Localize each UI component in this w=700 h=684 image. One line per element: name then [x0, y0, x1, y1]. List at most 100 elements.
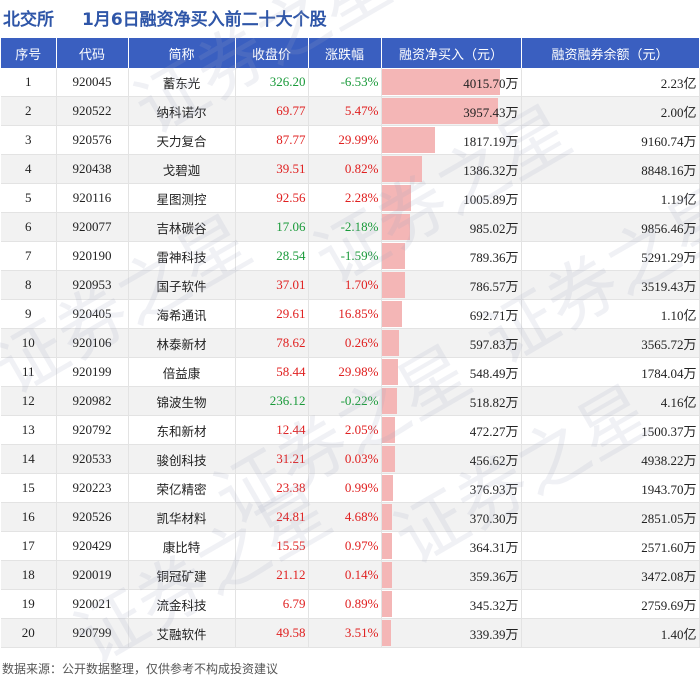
table-row[interactable]: 19 920021 流金科技 6.79 0.89% 345.32万 2759.69万 [1, 589, 700, 619]
code-cell: 920982 [56, 386, 129, 416]
name-cell: 锦波生物 [128, 386, 236, 416]
net-buy-label: 456.62万 [469, 452, 519, 468]
table-row[interactable]: 8 920953 国子软件 37.01 1.70% 786.57万 3519.43万 [1, 270, 700, 300]
change-cell: 2.05% [308, 415, 382, 445]
net-buy-bar [381, 185, 412, 211]
name-cell: 国子软件 [128, 270, 236, 300]
column-header-price[interactable]: 收盘价 [235, 38, 309, 68]
rank-cell: 10 [1, 328, 57, 358]
price-cell: 31.21 [235, 444, 309, 474]
net-buy-bar [381, 446, 395, 472]
net-buy-bar [381, 504, 393, 530]
name-cell: 海希通讯 [128, 299, 236, 329]
code-cell: 920522 [56, 96, 129, 126]
table-row[interactable]: 15 920223 荣亿精密 23.38 0.99% 376.93万 1943.70万 [1, 473, 700, 503]
name-cell: 骏创科技 [128, 444, 236, 474]
rank-cell: 12 [1, 386, 57, 416]
net-buy-bar [381, 301, 402, 327]
code-cell: 920429 [56, 531, 129, 561]
net-buy-label: 370.30万 [469, 510, 519, 526]
table-row[interactable]: 20 920799 艾融软件 49.58 3.51% 339.39万 1.40亿 [1, 618, 700, 648]
change-cell: 0.26% [308, 328, 382, 358]
rank-cell: 2 [1, 96, 57, 126]
table-row[interactable]: 2 920522 纳科诺尔 69.77 5.47% 3957.43万 2.00亿 [1, 96, 700, 126]
rank-cell: 14 [1, 444, 57, 474]
table-row[interactable]: 5 920116 星图测控 92.56 2.28% 1005.89万 1.19亿 [1, 183, 700, 213]
column-header-change[interactable]: 涨跌幅 [308, 38, 382, 68]
data-source-note: 数据来源：公开数据整理，仅供参考不构成投资建议 [2, 662, 279, 676]
net-buy-label: 1005.89万 [463, 191, 519, 207]
table-row[interactable]: 9 920405 海希通讯 29.61 16.85% 692.71万 1.10亿 [1, 299, 700, 329]
column-header-code[interactable]: 代码 [56, 38, 129, 68]
net-buy-bar [381, 591, 392, 617]
net-buy-label: 1386.32万 [463, 162, 519, 178]
name-cell: 凯华材料 [128, 502, 236, 532]
table-row[interactable]: 12 920982 锦波生物 236.12 -0.22% 518.82万 4.16亿 [1, 386, 700, 416]
name-cell: 星图测控 [128, 183, 236, 213]
net-buy-label: 789.36万 [469, 249, 519, 265]
price-cell: 12.44 [235, 415, 309, 445]
title-bar: 北交所 1月6日融资净买入前二十大个股 [0, 0, 700, 36]
net-buy-cell: 1817.19万 [381, 125, 522, 155]
column-header-name[interactable]: 简称 [128, 38, 236, 68]
table-row[interactable]: 1 920045 蓄东光 326.20 -6.53% 4015.70万 2.23亿 [1, 68, 700, 97]
price-cell: 17.06 [235, 212, 309, 242]
net-buy-bar [381, 272, 405, 298]
balance-cell: 2.23亿 [521, 68, 700, 97]
rank-cell: 1 [1, 68, 57, 97]
balance-cell: 4938.22万 [521, 444, 700, 474]
code-cell: 920106 [56, 328, 129, 358]
net-buy-bar [381, 562, 393, 588]
net-buy-label: 339.39万 [469, 626, 519, 642]
table-row[interactable]: 11 920199 倍益康 58.44 29.98% 548.49万 1784.04万 [1, 357, 700, 387]
table-row[interactable]: 10 920106 林泰新材 78.62 0.26% 597.83万 3565.72万 [1, 328, 700, 358]
table-row[interactable]: 14 920533 骏创科技 31.21 0.03% 456.62万 4938.22万 [1, 444, 700, 474]
net-buy-cell: 472.27万 [381, 415, 522, 445]
table-row[interactable]: 4 920438 戈碧迦 39.51 0.82% 1386.32万 8848.16万 [1, 154, 700, 184]
rank-cell: 5 [1, 183, 57, 213]
table-row[interactable]: 6 920077 吉林碳谷 17.06 -2.18% 985.02万 9856.46万 [1, 212, 700, 242]
code-cell: 920190 [56, 241, 129, 271]
balance-cell: 1784.04万 [521, 357, 700, 387]
code-cell: 920792 [56, 415, 129, 445]
net-buy-table: 序号 代码 简称 收盘价 涨跌幅 融资净买入（元） 融资融券余额（元） 1 920… [1, 38, 700, 648]
net-buy-label: 4015.70万 [463, 75, 519, 91]
net-buy-bar [381, 475, 393, 501]
net-buy-label: 364.31万 [469, 539, 519, 555]
name-cell: 纳科诺尔 [128, 96, 236, 126]
net-buy-label: 518.82万 [469, 394, 519, 410]
name-cell: 天力复合 [128, 125, 236, 155]
net-buy-cell: 456.62万 [381, 444, 522, 474]
name-cell: 荣亿精密 [128, 473, 236, 503]
balance-cell: 5291.29万 [521, 241, 700, 271]
change-cell: 16.85% [308, 299, 382, 329]
change-cell: 0.82% [308, 154, 382, 184]
code-cell: 920199 [56, 357, 129, 387]
rank-cell: 8 [1, 270, 57, 300]
table-row[interactable]: 18 920019 铜冠矿建 21.12 0.14% 359.36万 3472.08万 [1, 560, 700, 590]
column-header-rank[interactable]: 序号 [1, 38, 57, 68]
balance-cell: 3519.43万 [521, 270, 700, 300]
table-row[interactable]: 13 920792 东和新材 12.44 2.05% 472.27万 1500.37万 [1, 415, 700, 445]
column-header-balance[interactable]: 融资融券余额（元） [521, 38, 700, 68]
name-cell: 戈碧迦 [128, 154, 236, 184]
table-row[interactable]: 3 920576 天力复合 87.77 29.99% 1817.19万 9160.74万 [1, 125, 700, 155]
change-cell: 0.03% [308, 444, 382, 474]
price-cell: 69.77 [235, 96, 309, 126]
column-header-net-buy[interactable]: 融资净买入（元） [381, 38, 522, 68]
change-cell: -0.22% [308, 386, 382, 416]
rank-cell: 11 [1, 357, 57, 387]
name-cell: 吉林碳谷 [128, 212, 236, 242]
table-row[interactable]: 17 920429 康比特 15.55 0.97% 364.31万 2571.60万 [1, 531, 700, 561]
price-cell: 78.62 [235, 328, 309, 358]
balance-cell: 2759.69万 [521, 589, 700, 619]
balance-cell: 9856.46万 [521, 212, 700, 242]
table-row[interactable]: 7 920190 雷神科技 28.54 -1.59% 789.36万 5291.29万 [1, 241, 700, 271]
code-cell: 920019 [56, 560, 129, 590]
code-cell: 920223 [56, 473, 129, 503]
net-buy-label: 376.93万 [469, 481, 519, 497]
net-buy-label: 1817.19万 [463, 133, 519, 149]
net-buy-label: 345.32万 [469, 597, 519, 613]
net-buy-cell: 597.83万 [381, 328, 522, 358]
table-row[interactable]: 16 920526 凯华材料 24.81 4.68% 370.30万 2851.05万 [1, 502, 700, 532]
